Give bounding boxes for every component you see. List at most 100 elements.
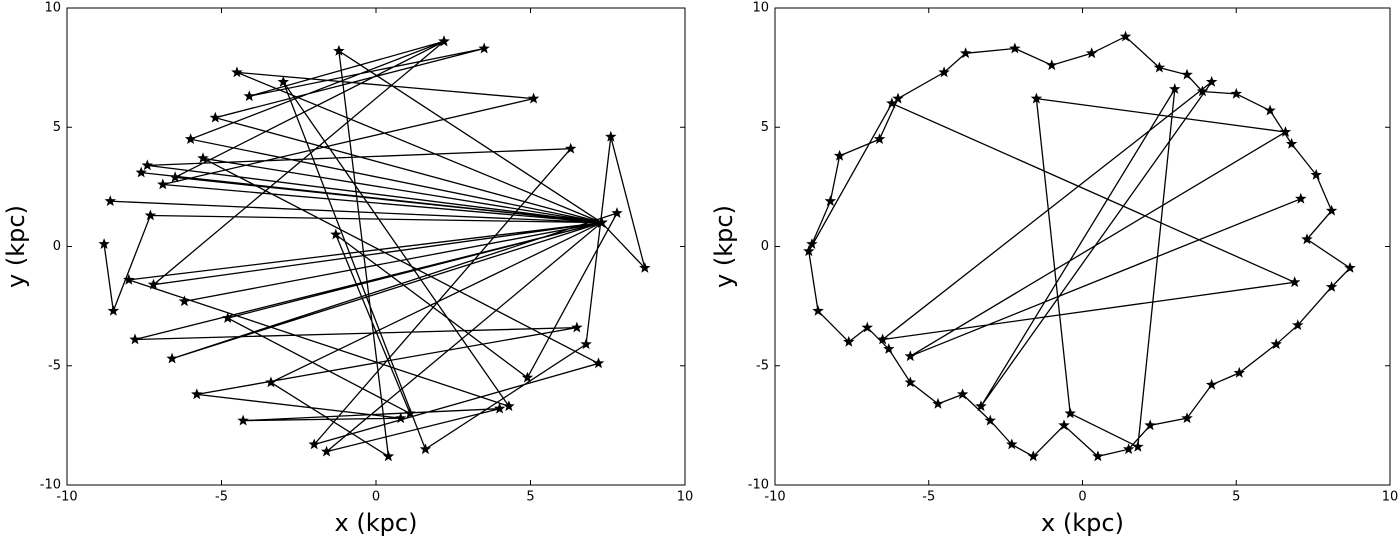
star-marker — [883, 343, 895, 354]
star-marker — [1046, 59, 1058, 71]
x-tick-label: 0 — [372, 490, 380, 505]
star-marker — [886, 97, 898, 109]
star-marker — [843, 335, 855, 347]
star-marker — [1122, 443, 1135, 455]
star-marker — [222, 312, 234, 323]
star-marker — [956, 388, 969, 400]
star-marker — [1230, 87, 1242, 99]
star-marker — [157, 178, 169, 190]
star-marker — [1301, 233, 1313, 245]
star-marker — [580, 338, 592, 350]
star-marker — [1264, 104, 1276, 116]
star-marker — [1295, 192, 1307, 204]
star-marker — [1196, 85, 1209, 97]
star-marker — [144, 209, 157, 221]
star-marker — [277, 75, 289, 87]
star-marker — [1006, 438, 1018, 450]
star-marker — [191, 388, 203, 400]
star-marker — [904, 350, 916, 362]
star-marker — [1310, 168, 1322, 180]
star-marker — [243, 90, 255, 102]
y-tick-label: 10 — [44, 1, 61, 16]
star-marker — [1289, 276, 1301, 288]
star-marker — [565, 142, 577, 154]
star-marker — [611, 207, 623, 218]
star-marker — [1270, 338, 1282, 350]
star-marker — [169, 171, 181, 183]
star-marker — [478, 42, 490, 54]
star-marker — [1181, 68, 1193, 80]
star-marker — [438, 35, 450, 47]
star-marker — [231, 66, 243, 78]
star-marker — [833, 149, 846, 161]
star-marker — [320, 445, 333, 457]
star-marker — [975, 400, 987, 412]
star-marker — [265, 376, 277, 388]
y-tick-label: 5 — [761, 120, 769, 135]
star-marker — [595, 216, 608, 228]
star-marker — [382, 450, 395, 462]
star-marker — [404, 407, 416, 419]
star-marker — [1205, 75, 1218, 87]
x-tick-label: 10 — [677, 490, 694, 505]
x-tick-label: 10 — [1382, 490, 1399, 505]
x-tick-label: -5 — [215, 490, 228, 505]
y-tick-label: -5 — [48, 358, 61, 373]
star-marker — [197, 152, 209, 164]
star-marker — [395, 412, 407, 424]
star-marker — [892, 92, 904, 104]
star-marker — [984, 414, 996, 426]
trajectory — [103, 40, 647, 458]
star-marker — [141, 159, 153, 171]
star-marker — [135, 166, 147, 178]
y-tick-label: 5 — [53, 120, 61, 135]
y-tick-label: 0 — [761, 239, 769, 254]
plot-frame — [774, 7, 1391, 486]
star-marker — [209, 111, 221, 123]
star-marker — [571, 321, 583, 333]
y-tick-label: -10 — [40, 478, 61, 493]
x-tick-label: 0 — [1078, 490, 1086, 505]
star-marker — [178, 295, 191, 307]
x-tick-label: 5 — [1232, 490, 1240, 505]
star-marker — [1325, 281, 1338, 292]
trajectory — [808, 35, 1352, 458]
star-marker — [1119, 30, 1132, 42]
y-tick-label: 10 — [752, 1, 769, 16]
star-marker — [521, 371, 534, 383]
x-tick-label: -10 — [764, 490, 785, 505]
star-marker — [639, 262, 651, 273]
star-marker — [1132, 440, 1144, 452]
star-marker — [812, 304, 824, 316]
star-marker — [1144, 419, 1156, 431]
star-marker — [1153, 61, 1166, 73]
star-marker — [237, 414, 249, 426]
y-axis-label: y (kpc) — [710, 205, 738, 288]
star-marker — [1009, 42, 1021, 54]
star-marker — [98, 238, 110, 249]
star-marker — [1030, 92, 1043, 104]
star-marker — [1205, 378, 1218, 390]
star-marker — [1181, 412, 1193, 424]
star-marker — [1169, 83, 1181, 94]
y-axis-label: y (kpc) — [2, 205, 30, 288]
star-marker — [1285, 137, 1298, 149]
x-tick-label: -5 — [922, 490, 935, 505]
star-marker — [184, 133, 197, 144]
star-marker — [147, 278, 160, 290]
y-tick-label: -5 — [756, 358, 769, 373]
star-marker — [1292, 319, 1304, 331]
star-marker — [1279, 126, 1292, 137]
star-marker — [876, 333, 889, 345]
star-marker — [1092, 450, 1104, 462]
x-tick-label: -10 — [56, 490, 77, 505]
star-marker — [104, 195, 116, 206]
plot-frame — [66, 7, 686, 486]
star-marker — [527, 92, 540, 104]
star-marker — [1027, 450, 1039, 462]
star-marker — [1233, 366, 1245, 378]
star-marker — [123, 273, 135, 285]
star-marker — [824, 195, 837, 206]
star-marker — [419, 443, 432, 455]
